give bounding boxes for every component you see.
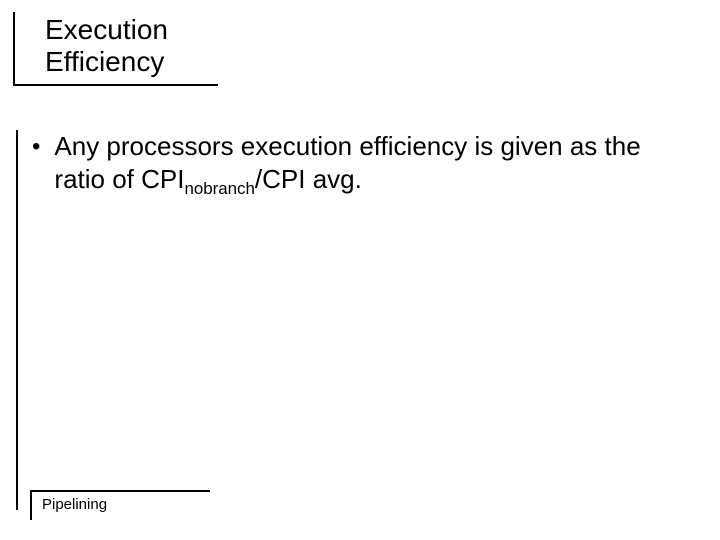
bullet-text-sub: nobranch [184, 179, 254, 198]
bullet-text: Any processors execution efficiency is g… [54, 130, 676, 199]
slide-title: Execution Efficiency [45, 14, 218, 78]
footer-label: Pipelining [42, 496, 210, 513]
bullet-text-post: /CPI avg. [255, 164, 362, 194]
title-line-1: Execution [45, 14, 168, 45]
bullet-item: • Any processors execution efficiency is… [32, 130, 676, 199]
title-box: Execution Efficiency [13, 12, 218, 86]
footer-box: Pipelining [30, 490, 210, 520]
bullet-marker: • [32, 132, 40, 162]
title-line-2: Efficiency [45, 46, 164, 77]
body-area: • Any processors execution efficiency is… [16, 130, 676, 510]
slide: Execution Efficiency • Any processors ex… [0, 0, 720, 540]
